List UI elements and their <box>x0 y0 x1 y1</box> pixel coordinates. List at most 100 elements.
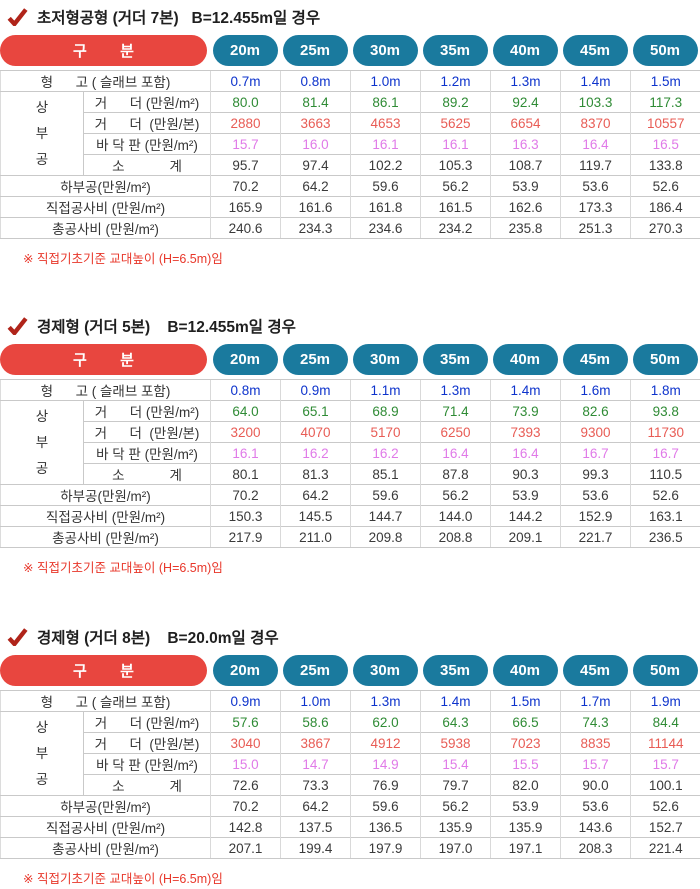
table-cell: 135.9 <box>491 817 561 838</box>
table-cell: 92.4 <box>491 92 561 113</box>
table-cell: 81.3 <box>281 464 351 485</box>
table-cell: 66.5 <box>491 712 561 733</box>
table-cell: 0.8m <box>211 380 281 401</box>
table-cell: 62.0 <box>351 712 421 733</box>
table-cell: 73.3 <box>281 775 351 796</box>
table-cell: 251.3 <box>561 218 631 239</box>
table-cell: 197.1 <box>491 838 561 859</box>
table-cell: 143.6 <box>561 817 631 838</box>
table-cell: 80.0 <box>211 92 281 113</box>
table-cell: 11730 <box>631 422 700 443</box>
column-header-pill: 40m <box>493 655 558 686</box>
cost-table-section-2: 경제형 (거더 5본) B=12.455m일 경우 구 분 20m 25m 30… <box>0 313 700 578</box>
table-cell: 70.2 <box>211 485 281 506</box>
table-cell: 53.9 <box>491 176 561 197</box>
table-cell: 15.7 <box>211 134 281 155</box>
row-group-label-superstructure: 상 부 공 <box>1 92 84 176</box>
table-cell: 1.9m <box>631 691 700 712</box>
table-cell: 234.2 <box>421 218 491 239</box>
footnote: ※ 직접기초기준 교대높이 (H=6.5m)임 <box>0 859 700 889</box>
table-cell: 7023 <box>491 733 561 754</box>
table-cell: 16.1 <box>421 134 491 155</box>
table-cell: 6654 <box>491 113 561 134</box>
table-cell: 1.4m <box>421 691 491 712</box>
table-cell: 71.4 <box>421 401 491 422</box>
table-cell: 1.8m <box>631 380 700 401</box>
table-cell: 59.6 <box>351 796 421 817</box>
table-cell: 235.8 <box>491 218 561 239</box>
table-cell: 234.6 <box>351 218 421 239</box>
table-cell: 4912 <box>351 733 421 754</box>
section-title-text: 초저형공형 (거더 7본) B=12.455m일 경우 <box>37 6 320 28</box>
table-cell: 3663 <box>281 113 351 134</box>
table-cell: 208.8 <box>421 527 491 548</box>
table-cell: 135.9 <box>421 817 491 838</box>
table-cell: 1.5m <box>631 71 700 92</box>
table-cell: 53.9 <box>491 796 561 817</box>
column-header-pill: 30m <box>353 344 418 375</box>
table-cell: 1.3m <box>421 380 491 401</box>
table-cell: 3867 <box>281 733 351 754</box>
column-header-pill: 20m <box>213 344 278 375</box>
table-cell: 103.3 <box>561 92 631 113</box>
table-cell: 108.7 <box>491 155 561 176</box>
table-cell: 64.3 <box>421 712 491 733</box>
column-header-pill: 50m <box>633 344 698 375</box>
row-label-total-cost: 총공사비 (만원/m²) <box>1 527 211 548</box>
table-cell: 72.6 <box>211 775 281 796</box>
table-cell: 59.6 <box>351 176 421 197</box>
row-label-girder-unit: 거 더 (만원/본) <box>84 422 211 443</box>
table-cell: 57.6 <box>211 712 281 733</box>
section-title: 초저형공형 (거더 7본) B=12.455m일 경우 <box>0 4 700 35</box>
table-cell: 97.4 <box>281 155 351 176</box>
table-cell: 137.5 <box>281 817 351 838</box>
table-row-subtotal: 소 계 95.7 97.4 102.2 105.3 108.7 119.7 13… <box>1 155 700 176</box>
cost-table: 형 고 ( 슬래브 포함) 0.8m 0.9m 1.1m 1.3m 1.4m 1… <box>0 379 700 548</box>
row-label-deck: 바 닥 판 (만원/m²) <box>84 134 211 155</box>
table-cell: 2880 <box>211 113 281 134</box>
table-cell: 53.9 <box>491 485 561 506</box>
column-header-pill: 45m <box>563 344 628 375</box>
table-cell: 58.6 <box>281 712 351 733</box>
table-cell: 1.4m <box>491 380 561 401</box>
table-cell: 1.2m <box>421 71 491 92</box>
row-label-total-cost: 총공사비 (만원/m²) <box>1 218 211 239</box>
table-cell: 81.4 <box>281 92 351 113</box>
checkmark-icon <box>7 8 28 26</box>
table-cell: 102.2 <box>351 155 421 176</box>
header-pill-gubun: 구 분 <box>0 344 207 375</box>
table-row-girder-area: 상 부 공 거 더 (만원/m²) 64.0 65.1 68.9 71.4 73… <box>1 401 700 422</box>
table-cell: 16.7 <box>631 443 700 464</box>
row-label-girder-unit: 거 더 (만원/본) <box>84 733 211 754</box>
table-cell: 5938 <box>421 733 491 754</box>
table-cell: 119.7 <box>561 155 631 176</box>
column-header-pill: 20m <box>213 35 278 66</box>
table-cell: 16.2 <box>351 443 421 464</box>
table-cell: 16.1 <box>351 134 421 155</box>
checkmark-icon <box>7 317 28 335</box>
table-row-substructure: 하부공(만원/m²) 70.2 64.2 59.6 56.2 53.9 53.6… <box>1 796 700 817</box>
row-label-height: 형 고 ( 슬래브 포함) <box>1 71 211 92</box>
row-label-direct-cost: 직접공사비 (만원/m²) <box>1 817 211 838</box>
table-cell: 53.6 <box>561 176 631 197</box>
row-label-girder-unit: 거 더 (만원/본) <box>84 113 211 134</box>
table-cell: 65.1 <box>281 401 351 422</box>
table-cell: 197.0 <box>421 838 491 859</box>
table-cell: 0.7m <box>211 71 281 92</box>
table-cell: 64.2 <box>281 176 351 197</box>
table-cell: 144.2 <box>491 506 561 527</box>
row-group-label-superstructure: 상 부 공 <box>1 401 84 485</box>
table-cell: 3040 <box>211 733 281 754</box>
table-header-row: 구 분 20m 25m 30m 35m 40m 45m 50m <box>0 655 700 688</box>
table-cell: 7393 <box>491 422 561 443</box>
column-header-pill: 50m <box>633 35 698 66</box>
table-cell: 1.0m <box>281 691 351 712</box>
table-header-row: 구 분 20m 25m 30m 35m 40m 45m 50m <box>0 344 700 377</box>
table-cell: 89.2 <box>421 92 491 113</box>
table-cell: 14.7 <box>281 754 351 775</box>
column-header-pill: 35m <box>423 655 488 686</box>
table-cell: 1.6m <box>561 380 631 401</box>
row-label-subtotal: 소 계 <box>84 464 211 485</box>
section-title-text: 경제형 (거더 5본) B=12.455m일 경우 <box>37 315 296 337</box>
table-cell: 270.3 <box>631 218 700 239</box>
